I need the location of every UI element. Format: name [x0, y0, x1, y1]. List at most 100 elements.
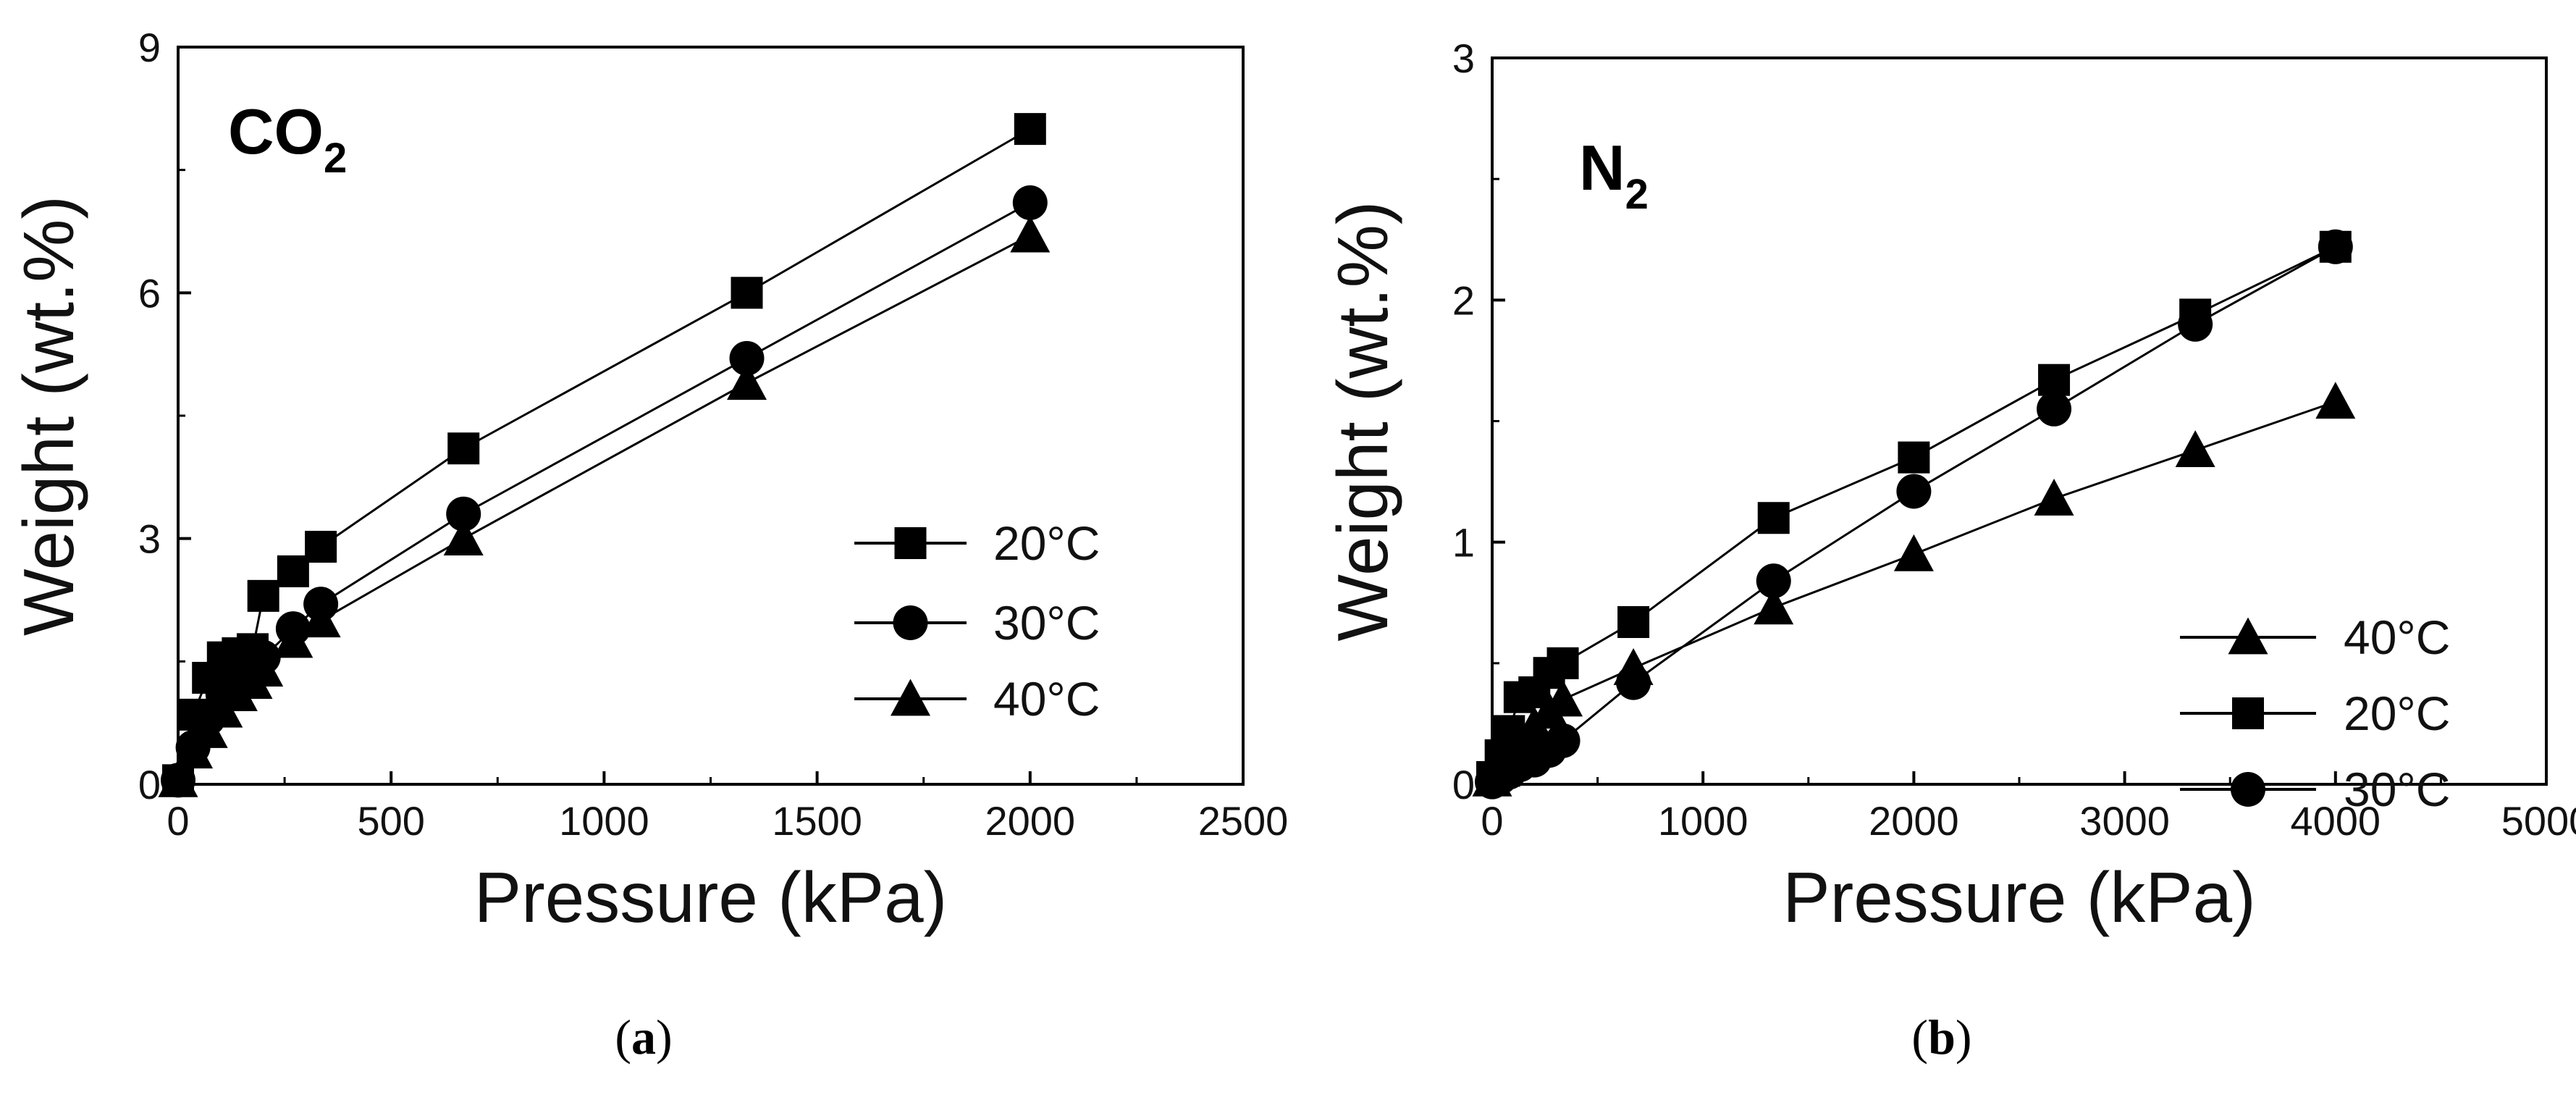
- legend-marker: [2231, 772, 2265, 807]
- data-point: [1493, 715, 1525, 747]
- y-axis-title: Weight (wt.%): [9, 196, 88, 636]
- data-point: [1010, 215, 1051, 253]
- gas-label: CO2: [228, 96, 347, 182]
- x-tick-label: 1000: [559, 798, 649, 844]
- y-tick-label: 9: [138, 25, 161, 70]
- caption-letter: a: [631, 1010, 656, 1065]
- y-tick-label: 1: [1452, 520, 1475, 566]
- chart-a-co2: 0 500 1000 1500 2000 2500 0 3 6 9 Pressure (kPa) We…: [9, 25, 1288, 1065]
- gas-label-main: N: [1579, 132, 1625, 203]
- data-point: [1543, 679, 1583, 717]
- legend-label: 30°C: [2344, 763, 2450, 816]
- x-tick-label: 4000: [2291, 798, 2381, 844]
- caption-close: ): [1956, 1010, 1972, 1065]
- series-line: [177, 127, 1031, 781]
- legend-entry: 30°C: [854, 596, 1100, 650]
- data-point: [1754, 587, 1794, 625]
- legend-marker: [2228, 617, 2268, 655]
- legend-marker: [891, 679, 930, 716]
- panel-caption: (b): [1911, 1010, 1971, 1065]
- data-point: [1545, 723, 1580, 758]
- data-point: [1617, 605, 1650, 638]
- legend-label: 40°C: [993, 672, 1100, 726]
- data-point: [277, 555, 309, 587]
- x-tick-label: 2500: [1198, 798, 1288, 844]
- data-point: [1546, 647, 1579, 679]
- data-point: [727, 363, 767, 400]
- data-point: [247, 579, 279, 612]
- x-tick-label: 1000: [1658, 798, 1748, 844]
- x-tick-label: 2000: [1869, 798, 1959, 844]
- legend-entry: 30°C: [2180, 763, 2450, 816]
- caption-open: (: [615, 1010, 631, 1065]
- data-point: [2315, 382, 2356, 419]
- data-point: [1756, 563, 1791, 599]
- y-tick-label: 0: [138, 762, 161, 807]
- data-point: [731, 277, 763, 309]
- x-axis-title: Pressure (kPa): [1782, 857, 2256, 937]
- data-point: [2318, 229, 2353, 264]
- x-tick-label: 0: [167, 798, 189, 844]
- data-point: [1896, 474, 1932, 509]
- plot-frame: [1491, 56, 2548, 786]
- x-tick-label: 2000: [985, 798, 1076, 844]
- data-point: [273, 621, 313, 658]
- y-tick-label: 2: [1452, 277, 1475, 323]
- data-point: [1616, 665, 1651, 700]
- data-point: [1014, 113, 1046, 146]
- y-tick-label: 6: [138, 270, 161, 316]
- y-tick-label: 0: [1452, 762, 1475, 807]
- series-2: [1475, 229, 2353, 799]
- data-point: [446, 496, 481, 532]
- data-point: [729, 340, 765, 376]
- panel-caption: (a): [615, 1010, 672, 1065]
- data-point: [2034, 478, 2074, 516]
- x-axis-title: Pressure (kPa): [474, 857, 948, 937]
- data-point: [188, 710, 228, 748]
- gas-label-subscript: 2: [1625, 171, 1649, 218]
- caption-close: ): [656, 1010, 673, 1065]
- legend-marker: [2232, 697, 2264, 729]
- data-point: [2178, 306, 2213, 342]
- data-point: [447, 432, 480, 465]
- y-tick-label: 3: [138, 516, 161, 562]
- data-point: [2037, 391, 2072, 427]
- data-point: [1898, 441, 1930, 474]
- series-1: [1476, 230, 2352, 793]
- legend-label: 30°C: [993, 596, 1100, 650]
- gas-label-subscript: 2: [324, 135, 347, 182]
- x-tick-label: 3000: [2079, 798, 2170, 844]
- y-tick-label: 3: [1452, 35, 1475, 81]
- caption-open: (: [1911, 1010, 1928, 1065]
- gas-label: N2: [1579, 132, 1649, 218]
- legend-entry: 20°C: [2180, 687, 2450, 740]
- data-point: [2038, 364, 2071, 396]
- legend-label: 20°C: [993, 516, 1100, 570]
- data-point: [300, 600, 341, 638]
- data-point: [305, 530, 337, 563]
- data-point: [1012, 185, 1048, 220]
- data-point: [1893, 534, 1934, 571]
- legend-marker: [894, 527, 927, 559]
- data-point: [243, 650, 284, 687]
- gas-label-main: CO: [228, 96, 324, 167]
- data-point: [173, 731, 214, 769]
- data-point: [158, 760, 198, 797]
- data-point: [1757, 502, 1790, 534]
- series-2: [158, 215, 1051, 797]
- legend-marker: [893, 605, 928, 640]
- legend-entry: 20°C: [854, 516, 1100, 570]
- y-axis-title: Weight (wt.%): [1323, 201, 1402, 641]
- legend-label: 20°C: [2344, 687, 2450, 740]
- data-point: [2175, 430, 2215, 467]
- x-tick-label: 1500: [772, 798, 862, 844]
- legend-label: 40°C: [2344, 610, 2450, 664]
- legend-entry: 40°C: [2180, 610, 2450, 664]
- x-tick-label: 0: [1481, 798, 1503, 844]
- series-line: [177, 201, 1031, 781]
- data-point: [443, 519, 484, 556]
- x-tick-label: 500: [357, 798, 424, 844]
- caption-letter: b: [1928, 1010, 1956, 1065]
